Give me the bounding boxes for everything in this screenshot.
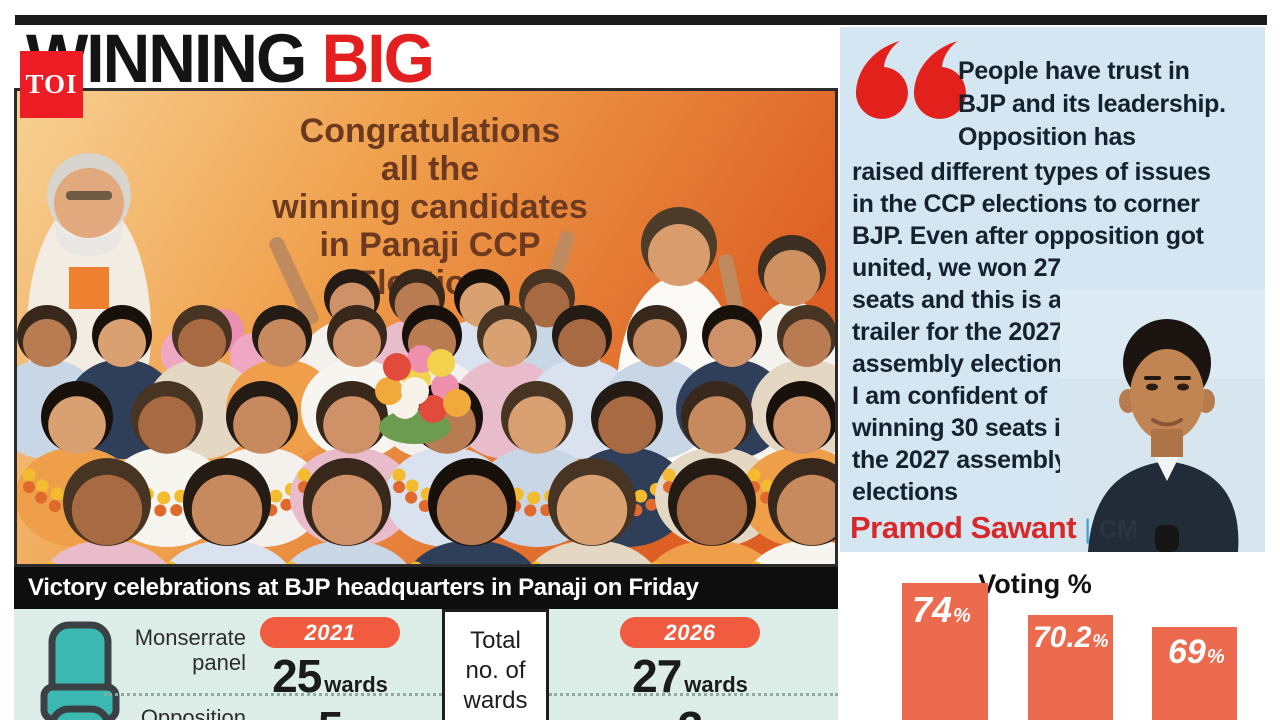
top-rule	[15, 15, 1267, 25]
toi-logo-text: TOI	[25, 69, 78, 99]
value-unit: wards	[684, 672, 748, 697]
celebration-photo-art: Congratulations all the winning candidat…	[17, 91, 835, 564]
cm-portrait	[1060, 289, 1265, 552]
row-divider	[104, 693, 442, 696]
page-title: WINNING BIG	[26, 24, 435, 93]
bar-value-label: 74%	[912, 589, 971, 630]
photo-caption-bar: Victory celebrations at BJP headquarters…	[14, 567, 838, 609]
celebration-photo: Congratulations all the winning candidat…	[14, 88, 838, 567]
year-pill-2026: 2026	[620, 617, 760, 648]
voting-bar-1: 74%	[902, 583, 988, 720]
banner-line-3: winning candidates	[271, 188, 587, 226]
value-number: 3	[678, 701, 704, 720]
value-2021-opposition: 5	[240, 701, 420, 720]
total-wards-box: Total no. of wards	[442, 609, 549, 720]
quote-panel: People have trust in BJP and its leaders…	[840, 27, 1265, 552]
value-unit: wards	[324, 672, 388, 697]
row-divider	[549, 693, 838, 696]
voting-bar-3: 69%	[1152, 627, 1237, 720]
banner-line-1: Congratulations	[300, 112, 561, 150]
banner-line-4: in Panaji CCP	[319, 226, 540, 264]
quote-icon	[855, 41, 966, 119]
crowd	[17, 230, 835, 564]
voting-bar-2: 70.2%	[1028, 615, 1113, 720]
photo-caption: Victory celebrations at BJP headquarters…	[28, 574, 699, 601]
quote-text-top: People have trust in BJP and its leaders…	[958, 57, 1226, 151]
attribution-separator: |	[1084, 514, 1092, 544]
headline-word-red: BIG	[321, 19, 435, 97]
quote-text-body: raised different types of issues in the …	[852, 158, 1211, 506]
bar-value-label: 69%	[1168, 633, 1225, 671]
value-2026-opposition: 3	[600, 701, 780, 720]
quote-attribution: Pramod Sawant | CM	[850, 510, 1138, 546]
chart-title: Voting %	[978, 569, 1092, 599]
attribution-role: CM	[1099, 516, 1138, 544]
year-pill-2021: 2021	[260, 617, 400, 648]
toi-logo: TOI	[20, 51, 83, 118]
chair-icon	[49, 705, 111, 720]
bar-value-label: 70.2%	[1033, 621, 1109, 654]
value-number: 5	[318, 701, 344, 720]
wards-scoreboard: Monserrate panel 2021 25 wards Total no.…	[14, 609, 838, 720]
banner-line-2: all the	[381, 150, 479, 188]
row-label-opposition: Opposition	[140, 705, 246, 720]
attribution-name: Pramod Sawant	[850, 510, 1077, 545]
row-label-monserrate: Monserrate panel	[134, 625, 246, 675]
